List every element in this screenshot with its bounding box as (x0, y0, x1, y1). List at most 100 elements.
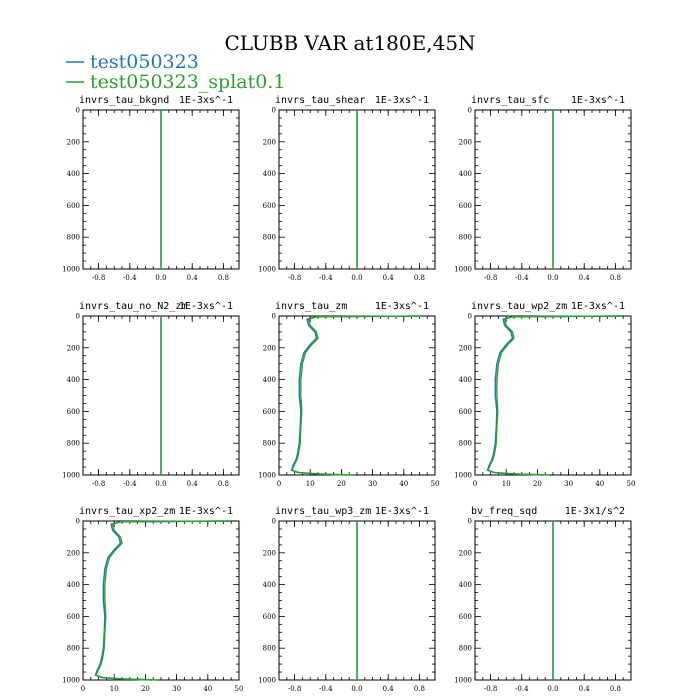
chart-panel-1: invrs_tau_bkgnd 1E-3xs^-1 0 200 400 600 800 100… (62, 95, 240, 282)
plot-frame (278, 315, 436, 476)
y-tick-label: 400 (459, 170, 472, 178)
x-tick-label: 0.0 (351, 274, 362, 282)
chart-panel-7: invrs_tau_xp2_zm 1E-3xs^-1020040060080010… (62, 506, 243, 693)
y-tick-label: 1000 (258, 677, 276, 685)
panel-units: 1E-3xs^-1 (571, 301, 625, 312)
panel-title: invrs_tau_shear (275, 95, 365, 106)
y-tick-label: 600 (263, 613, 276, 621)
y-tick-label: 400 (459, 581, 472, 589)
x-tick-label: -0.4 (123, 480, 137, 488)
y-tick-label: 400 (263, 581, 276, 589)
y-tick-label: 800 (67, 234, 80, 242)
y-tick-label: 400 (459, 376, 472, 384)
panel-units: 1E-3xs^-1 (179, 506, 233, 517)
y-tick-label: 0 (272, 107, 276, 115)
y-tick-label: 200 (459, 344, 472, 352)
y-tick-label: 800 (263, 440, 276, 448)
x-tick-label: 0.0 (155, 274, 166, 282)
chart-panel-9: bv_freq_sqd 1E-3x1/s^2 0 200 400 600 800 1000 -0… (454, 506, 632, 693)
y-tick-label: 600 (459, 202, 472, 210)
chart-panel-6: invrs_tau_wp2_zm 1E-3xs^-1020040060080010… (454, 301, 635, 488)
panel-units: 1E-3xs^-1 (179, 95, 233, 106)
y-tick-label: 200 (263, 344, 276, 352)
y-tick-label: 600 (459, 408, 472, 416)
y-tick-label: 1000 (454, 472, 472, 480)
y-tick-label: 800 (459, 440, 472, 448)
y-tick-label: 200 (263, 549, 276, 557)
x-tick-label: 0 (277, 480, 281, 488)
x-tick-label: -0.4 (319, 685, 333, 693)
y-tick-label: 200 (459, 549, 472, 557)
x-tick-label: 30 (172, 685, 181, 693)
x-tick-label: 0.4 (579, 274, 591, 282)
x-tick-label: 40 (203, 685, 212, 693)
y-tick-label: 600 (67, 613, 80, 621)
x-tick-label: 20 (533, 480, 542, 488)
y-tick-label: 400 (67, 376, 80, 384)
x-tick-label: 0.4 (579, 685, 591, 693)
y-tick-label: 800 (67, 440, 80, 448)
x-tick-label: 50 (627, 480, 636, 488)
y-tick-label: 400 (263, 376, 276, 384)
y-tick-label: 800 (263, 234, 276, 242)
y-tick-label: 0 (468, 107, 472, 115)
y-tick-label: 600 (67, 202, 80, 210)
x-tick-label: -0.8 (484, 274, 498, 282)
panel-units: 1E-3xs^-1 (179, 301, 233, 312)
y-tick-label: 1000 (62, 266, 80, 274)
panel-title: bv_freq_sqd (471, 506, 537, 517)
panel-title: invrs_tau_no_N2_zm (79, 301, 187, 312)
x-tick-label: 50 (235, 685, 244, 693)
panel-title: invrs_tau_xp2_zm (79, 506, 175, 517)
y-tick-label: 0 (468, 518, 472, 526)
y-tick-label: 0 (468, 313, 472, 321)
y-tick-label: 200 (67, 549, 80, 557)
y-tick-label: 1000 (62, 472, 80, 480)
panel-title: invrs_tau_wp3_zm (275, 506, 371, 517)
x-tick-label: 50 (431, 480, 440, 488)
x-tick-label: 0 (81, 685, 85, 693)
x-tick-label: -0.8 (484, 685, 498, 693)
x-tick-label: 0.8 (610, 685, 621, 693)
y-tick-label: 0 (272, 518, 276, 526)
x-tick-label: -0.8 (288, 685, 302, 693)
panel-units: 1E-3x1/s^2 (565, 506, 625, 517)
panel-units: 1E-3xs^-1 (375, 95, 429, 106)
x-tick-label: 0.0 (155, 480, 166, 488)
panel-units: 1E-3xs^-1 (375, 506, 429, 517)
y-tick-label: 0 (76, 107, 80, 115)
series-line-test050323 (94, 520, 230, 681)
x-tick-label: 0.0 (351, 685, 362, 693)
x-tick-label: 0.4 (383, 274, 395, 282)
series-line-test050323 (486, 315, 622, 476)
panel-title: invrs_tau_zm (275, 301, 347, 312)
x-tick-label: -0.8 (92, 480, 106, 488)
x-tick-label: 10 (502, 480, 511, 488)
legend-label-test050323: test050323 (90, 51, 199, 73)
y-tick-label: 800 (263, 645, 276, 653)
x-tick-label: -0.8 (288, 274, 302, 282)
y-tick-label: 400 (67, 170, 80, 178)
y-tick-label: 200 (263, 138, 276, 146)
series-line-splat0.1 (291, 315, 426, 476)
x-tick-label: 40 (399, 480, 408, 488)
y-tick-label: 1000 (454, 677, 472, 685)
x-tick-label: 10 (110, 685, 119, 693)
y-tick-label: 600 (67, 408, 80, 416)
x-tick-label: 0.0 (547, 685, 558, 693)
x-tick-label: 0.8 (218, 480, 229, 488)
x-tick-label: 0.8 (218, 274, 229, 282)
panel-units: 1E-3xs^-1 (571, 95, 625, 106)
x-tick-label: -0.4 (123, 274, 137, 282)
x-tick-label: 0.4 (187, 480, 199, 488)
y-tick-label: 600 (459, 613, 472, 621)
y-tick-label: 0 (76, 518, 80, 526)
x-tick-label: 0.8 (610, 274, 621, 282)
y-tick-label: 600 (263, 408, 276, 416)
x-tick-label: 40 (595, 480, 604, 488)
y-tick-label: 200 (67, 138, 80, 146)
series-line-splat0.1 (95, 520, 230, 681)
y-tick-label: 200 (67, 344, 80, 352)
